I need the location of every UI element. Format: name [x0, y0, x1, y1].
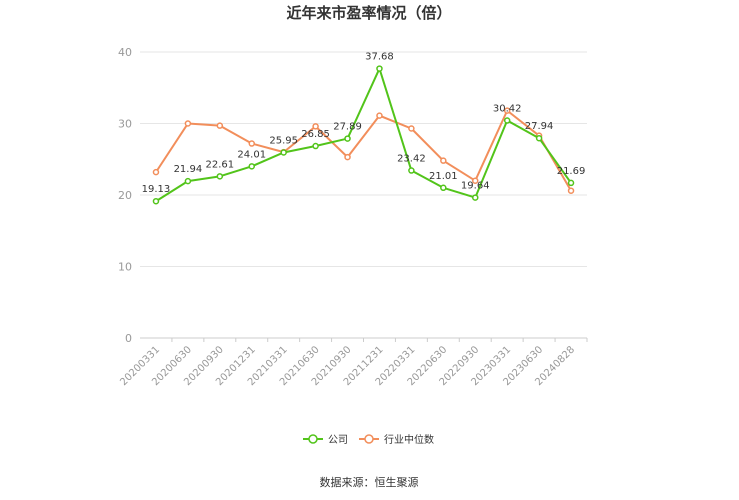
company-data-label: 21.94	[174, 164, 203, 175]
y-tick-label: 40	[118, 46, 132, 59]
industry-point	[216, 122, 224, 129]
company-point	[248, 163, 255, 170]
industry-point	[184, 120, 192, 127]
company-data-label: 21.69	[557, 166, 586, 177]
industry-point	[472, 177, 479, 184]
y-tick-label: 10	[118, 261, 132, 274]
industry-point	[344, 153, 351, 161]
y-tick-label: 0	[125, 332, 132, 345]
y-tick-label: 20	[118, 189, 132, 202]
industry-point	[152, 168, 160, 176]
series-layer	[152, 65, 575, 205]
legend[interactable]: 公司 行业中位数	[303, 433, 434, 446]
legend-label: 公司	[328, 435, 348, 446]
legend-item-company[interactable]: 公司	[303, 434, 348, 446]
company-point	[503, 117, 511, 124]
legend-item-industry[interactable]: 行业中位数	[359, 433, 434, 446]
source-note: 数据来源：恒生聚源	[320, 475, 419, 489]
industry-point	[376, 112, 383, 119]
company-data-label: 37.68	[365, 52, 394, 63]
company-point	[408, 167, 415, 174]
company-data-label: 22.61	[206, 159, 235, 170]
company-point	[440, 184, 447, 192]
company-point	[184, 177, 192, 185]
company-data-label: 19.64	[461, 181, 490, 192]
company-data-label: 21.01	[429, 171, 458, 182]
company-series-line	[155, 67, 572, 203]
company-point	[344, 135, 351, 142]
company-point	[376, 65, 383, 72]
industry-point	[408, 125, 415, 132]
company-data-label: 23.42	[397, 154, 426, 165]
legend-label: 行业中位数	[384, 433, 434, 446]
grid-lines	[140, 51, 587, 339]
industry-point	[312, 123, 319, 130]
company-data-label: 27.94	[525, 121, 554, 132]
industry-point	[440, 157, 447, 164]
company-data-label: 19.13	[142, 184, 171, 195]
company-data-label: 27.89	[333, 122, 362, 133]
y-axis: 0 10 20 30 40	[118, 46, 132, 345]
company-point	[280, 149, 287, 156]
chart-title: 近年来市盈率情况（倍）	[286, 4, 451, 22]
y-tick-label: 30	[118, 118, 132, 131]
company-point	[312, 142, 319, 150]
company-point	[216, 173, 224, 180]
company-point	[535, 134, 543, 142]
industry-point	[567, 187, 575, 194]
x-axis: 2020033120200630202009302020123120210331…	[118, 338, 588, 388]
company-data-label: 24.01	[237, 149, 266, 160]
company-data-label: 25.95	[269, 135, 298, 146]
company-data-label: 26.85	[301, 129, 330, 140]
company-point	[472, 194, 479, 201]
company-data-label: 30.42	[493, 103, 522, 114]
industry-series-line	[155, 109, 572, 192]
company-point	[152, 197, 160, 205]
company-point	[567, 179, 575, 187]
industry-point	[248, 140, 255, 147]
industry-point	[503, 107, 511, 114]
legend-swatch-marker	[308, 434, 318, 444]
legend-swatch-marker	[364, 434, 374, 444]
